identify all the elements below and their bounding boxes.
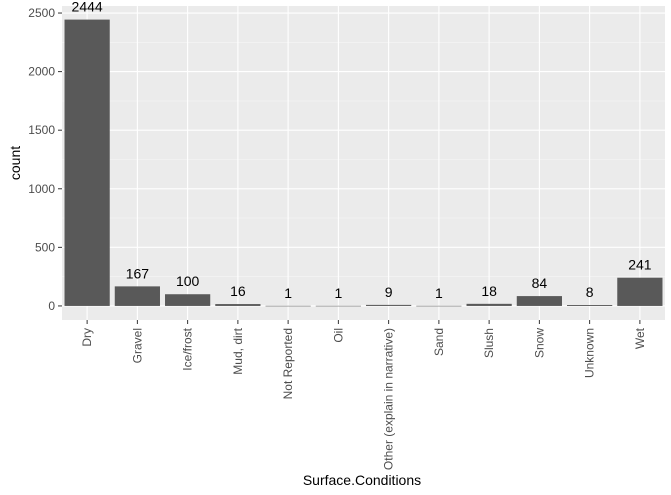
y-axis-title: count (7, 146, 23, 180)
plot-panel (62, 6, 665, 320)
bar-value-label: 8 (586, 284, 594, 300)
y-tick-label: 500 (35, 240, 55, 254)
y-tick-label: 1000 (28, 182, 55, 196)
x-axis: Dry Gravel Ice/frost Mud, dirt Not Reported O… (80, 320, 647, 470)
bar (165, 294, 211, 306)
x-tick-label: Wet (633, 327, 647, 349)
bar-value-label: 2444 (72, 0, 103, 15)
x-tick-label: Snow (532, 328, 546, 358)
bar (215, 304, 261, 306)
x-tick-label: Not Reported (281, 328, 295, 399)
bar (315, 305, 361, 307)
bar (567, 305, 613, 306)
y-axis: 0 500 1000 1500 2000 2500 (28, 6, 62, 313)
value-labels: 2444 167 100 16 1 1 9 1 18 84 8 241 (72, 0, 652, 301)
bar-value-label: 9 (385, 284, 393, 300)
bar-value-label: 100 (176, 273, 200, 289)
x-tick-label: Mud, dirt (231, 327, 245, 374)
x-tick-label: Gravel (130, 328, 144, 363)
bar (64, 19, 110, 306)
x-axis-title: Surface.Conditions (303, 472, 421, 488)
x-tick-label: Oil (331, 328, 345, 343)
x-tick-label: Ice/frost (181, 327, 195, 370)
bar-value-label: 1 (435, 285, 443, 301)
bar (617, 277, 663, 306)
bar-value-label: 84 (532, 275, 548, 291)
bar-value-label: 1 (334, 285, 342, 301)
bars (64, 19, 663, 307)
y-tick-label: 0 (48, 299, 55, 313)
x-tick-label: Slush (482, 328, 496, 358)
x-tick-label: Sand (432, 328, 446, 356)
y-tick-label: 2500 (28, 6, 55, 20)
x-tick-label: Other (explain in narrative) (382, 328, 396, 470)
x-tick-label: Unknown (583, 328, 597, 378)
bar-value-label: 241 (628, 257, 652, 273)
bar-value-label: 16 (230, 283, 246, 299)
bar-value-label: 1 (284, 285, 292, 301)
bar (265, 305, 311, 307)
bar (114, 286, 160, 306)
y-tick-label: 1500 (28, 123, 55, 137)
bar (416, 305, 462, 307)
x-tick-label: Dry (80, 328, 94, 347)
bar (366, 304, 412, 306)
bar-value-label: 18 (481, 283, 497, 299)
bar-value-label: 167 (126, 265, 150, 281)
y-tick-label: 2000 (28, 65, 55, 79)
bar (466, 303, 512, 306)
bar (516, 296, 562, 306)
